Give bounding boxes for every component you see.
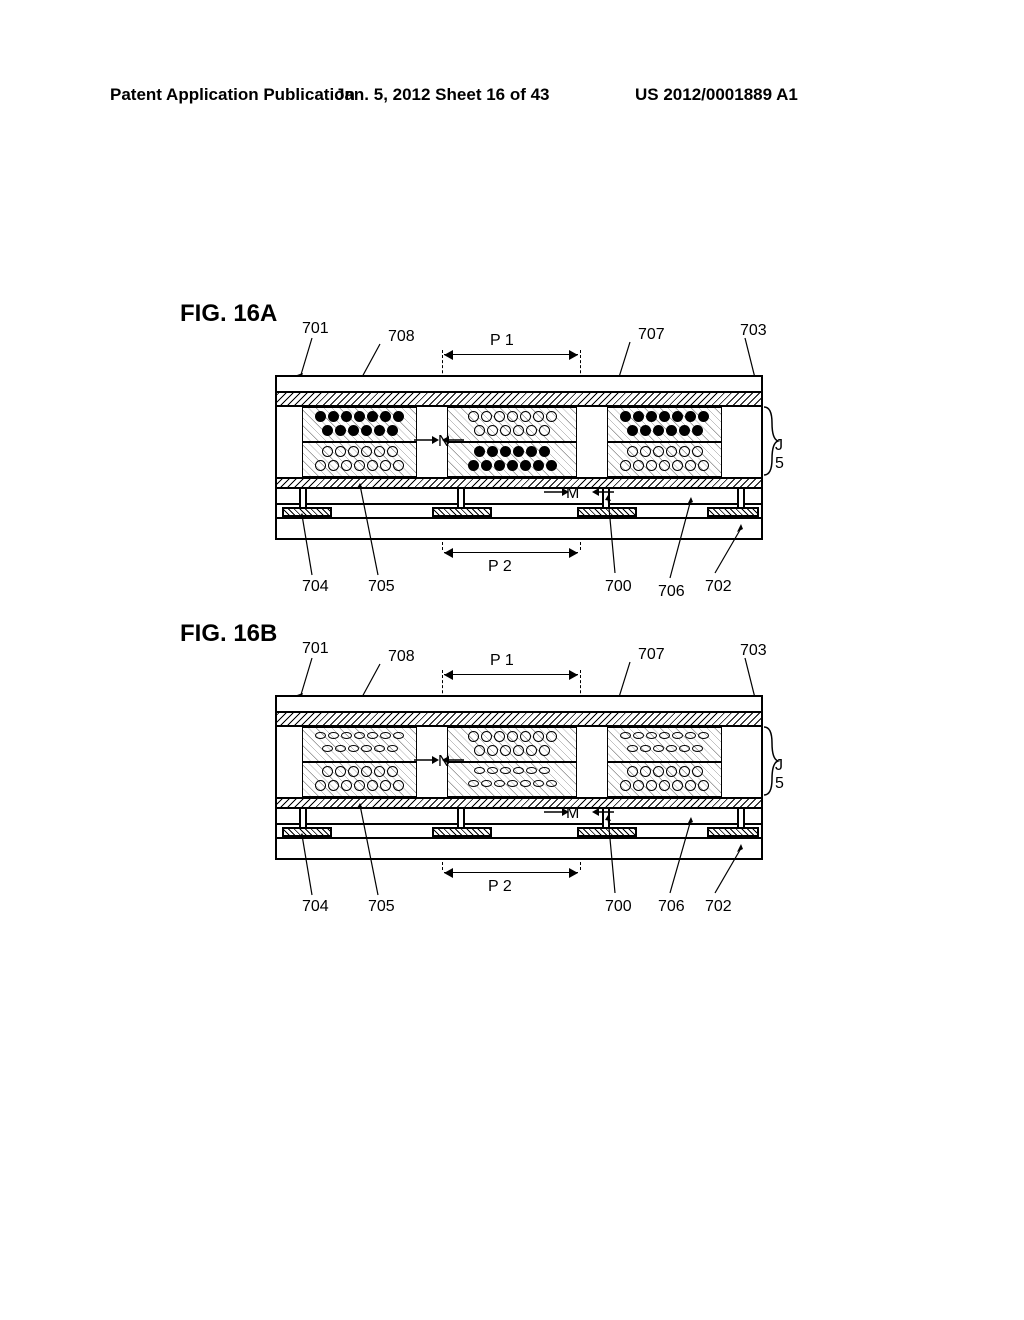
dim-M [542, 485, 617, 499]
layer-top-substrate [277, 377, 761, 393]
cell-2-bottom-b [447, 762, 577, 797]
layer-705b [277, 797, 761, 809]
layer-top-substrate-b [277, 697, 761, 713]
leader-lines-bottom-a [260, 515, 790, 585]
leader-lines-bottom-b [260, 835, 790, 905]
cell-1-top [302, 407, 417, 442]
leader-lines-top [260, 320, 790, 380]
cell-3-bottom-b [607, 762, 722, 797]
header-publication-number: US 2012/0001889 A1 [635, 85, 798, 105]
dim-P1 [444, 354, 578, 355]
cell-3-top [607, 407, 722, 442]
cell-1-bottom [302, 442, 417, 477]
dim-Nb [412, 753, 467, 767]
cell-1-bottom-b [302, 762, 417, 797]
layer-705 [277, 477, 761, 489]
ref-706: 706 [658, 583, 685, 601]
cell-3-top-b [607, 727, 722, 762]
cell-2-bottom [447, 442, 577, 477]
cell-3-bottom [607, 442, 722, 477]
brace-J5b [762, 725, 780, 797]
header-publication-type: Patent Application Publication [110, 85, 355, 105]
layer-708 [277, 393, 761, 407]
figure-16a-diagram: 701 708 P 1 707 703 [260, 320, 790, 605]
dim-N [412, 433, 467, 447]
dim-P1b [444, 674, 578, 675]
figure-16b-diagram: 701 708 P 1 707 703 [260, 640, 790, 925]
leader-lines-top-b [260, 640, 790, 700]
brace-J5 [762, 405, 780, 477]
layer-708b [277, 713, 761, 727]
cell-1-top-b [302, 727, 417, 762]
dim-Mb [542, 805, 617, 819]
header-date-sheet: Jan. 5, 2012 Sheet 16 of 43 [335, 85, 550, 105]
